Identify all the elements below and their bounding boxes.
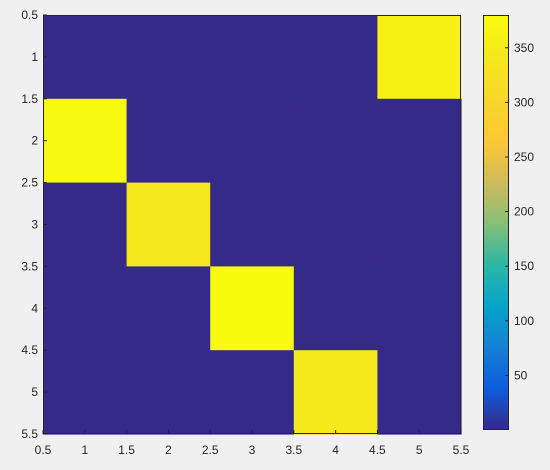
heatmap-cell: [210, 15, 295, 100]
x-tick-label: 3: [249, 443, 256, 457]
x-tick-label: 3.5: [285, 443, 302, 457]
x-tick-label: 0.5: [35, 443, 52, 457]
x-tick-label: 2.5: [202, 443, 219, 457]
heatmap-cell: [43, 98, 128, 184]
y-axis: 0.5 1 1.5 2 2.5 3 3.5 4 4.5 5 5.5: [21, 8, 47, 441]
colorbar-tick-label: 300: [514, 95, 534, 109]
heatmap-cell: [377, 266, 462, 351]
heatmap-cell: [210, 182, 295, 267]
colorbar-tick-label: 350: [514, 41, 534, 55]
heatmap-cell: [126, 182, 211, 267]
x-tick-label: 4.5: [369, 443, 386, 457]
x-tick-label: 4: [332, 443, 339, 457]
heatmap-cell: [43, 266, 128, 351]
y-tick-label: 5: [31, 385, 38, 399]
y-tick-label: 5.5: [21, 427, 38, 441]
y-tick-label: 2.5: [21, 176, 38, 190]
colorbar-tick-label: 150: [514, 259, 534, 273]
heatmap-cells: [43, 15, 462, 435]
heatmap-cell: [210, 350, 295, 435]
x-tick-label: 1.5: [118, 443, 135, 457]
y-tick-label: 4.5: [21, 343, 38, 357]
x-tick-label: 5: [416, 443, 423, 457]
heatmap-cell: [43, 182, 128, 267]
colorbar-frame: [483, 15, 509, 430]
heatmap-cell: [43, 15, 128, 100]
y-tick-label: 3: [31, 218, 38, 232]
colorbar-tick-label: 50: [514, 368, 528, 382]
x-tick-label: 2: [165, 443, 172, 457]
heatmap-cell: [126, 98, 211, 184]
colorbar: 50 100 150 200 250 300 350: [483, 15, 534, 430]
colorbar-tick-label: 200: [514, 205, 534, 219]
y-tick-label: 1.5: [21, 92, 38, 106]
heatmap-cell: [210, 266, 295, 351]
colorbar-tick-label: 250: [514, 150, 534, 164]
colorbar-gradient: [483, 15, 509, 430]
heatmap-cell: [210, 98, 295, 184]
y-tick-label: 0.5: [21, 8, 38, 22]
colorbar-tick-label: 100: [514, 314, 534, 328]
heatmap-cell: [377, 350, 462, 435]
heatmap-cell: [126, 350, 211, 435]
colorbar-ticks: 50 100 150 200 250 300 350: [505, 41, 534, 382]
heatmap-cell: [377, 98, 462, 184]
heatmap-cell: [43, 350, 128, 435]
heatmap-cell: [377, 15, 462, 100]
heatmap-cell: [293, 182, 378, 267]
heatmap-cell: [126, 15, 211, 100]
y-tick-label: 3.5: [21, 259, 38, 273]
x-axis: 0.5 1 1.5 2 2.5 3 3.5 4 4.5 5 5.5: [35, 430, 470, 457]
y-tick-label: 1: [31, 50, 38, 64]
heatmap-cell: [293, 266, 378, 351]
y-tick-label: 4: [31, 301, 38, 315]
x-tick-label: 5.5: [453, 443, 470, 457]
x-tick-label: 1: [81, 443, 88, 457]
heatmap-cell: [377, 182, 462, 267]
heatmap-cell: [293, 98, 378, 184]
heatmap-cell: [293, 15, 378, 100]
heatmap-cell: [293, 350, 378, 435]
heatmap-cell: [126, 266, 211, 351]
y-tick-label: 2: [31, 134, 38, 148]
